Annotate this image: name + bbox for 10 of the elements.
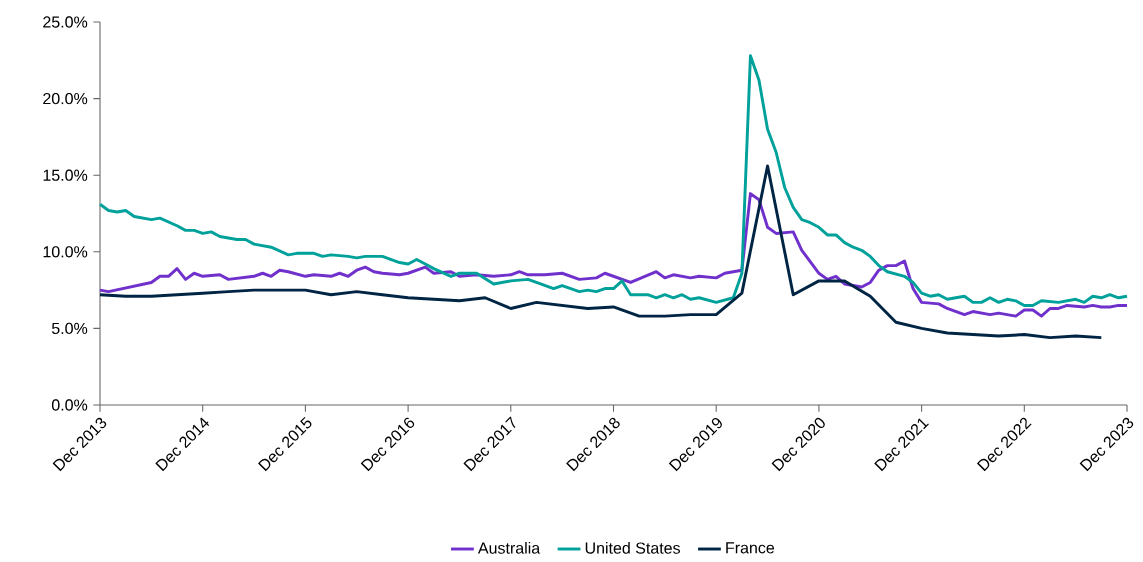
y-tick-label: 10.0% bbox=[43, 246, 88, 258]
y-tick-label: 15.0% bbox=[43, 169, 88, 181]
y-tick-label: 25.0% bbox=[43, 16, 88, 28]
line-series bbox=[98, 54, 1129, 307]
legend-label: Australia bbox=[477, 542, 541, 554]
y-tick-label: 0.0% bbox=[51, 399, 88, 411]
y-tick-label: 5.0% bbox=[51, 322, 88, 335]
y-tick-label: 20.0% bbox=[43, 92, 88, 105]
legend-label: France bbox=[726, 542, 775, 554]
legend-label: United States bbox=[585, 542, 680, 554]
